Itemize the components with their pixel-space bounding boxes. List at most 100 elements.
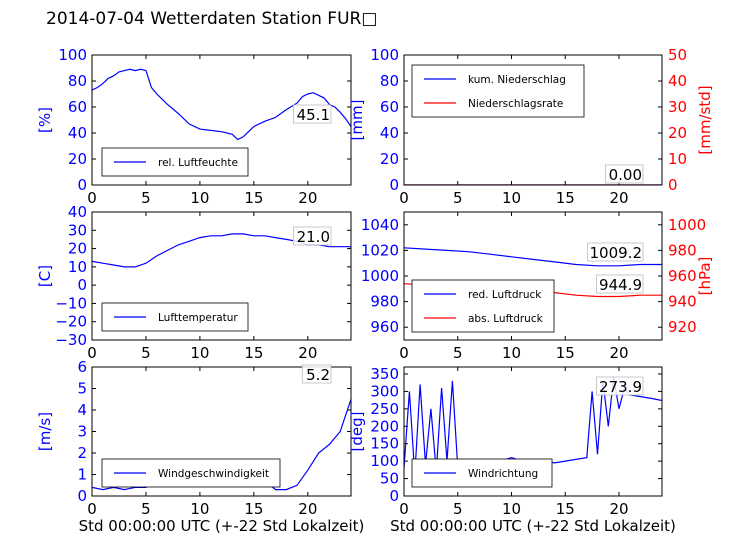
annotation-value: 273.9 — [599, 378, 642, 396]
annotation-box — [301, 364, 332, 384]
y-axis-label: [m/s] — [36, 412, 54, 451]
x-tick-label: 10 — [190, 500, 209, 518]
y-tick-label: 0 — [77, 487, 87, 505]
x-tick-label: 0 — [87, 344, 97, 362]
legend-label: Windrichtung — [468, 468, 538, 480]
annotation-value: 944.9 — [599, 276, 642, 294]
legend: Lufttemperatur — [101, 302, 249, 332]
y-right-tick-label: 40 — [668, 72, 687, 90]
y-tick-label: 20 — [380, 150, 399, 168]
figure-title: 2014-07-04 Wetterdaten Station FUR□ — [46, 9, 378, 29]
y-right-tick-label: 920 — [668, 318, 697, 336]
y-tick-label: 0 — [389, 176, 399, 194]
y-axis-label: [mm] — [348, 100, 366, 141]
plot-frame — [91, 54, 352, 186]
y-tick-label: 100 — [370, 452, 399, 470]
legend-label: kum. Niederschlag — [468, 74, 566, 86]
y-right-tick-label: 0 — [668, 176, 678, 194]
legend: rel. Luftfeuchte — [101, 147, 249, 177]
y-right-tick-label: 50 — [668, 46, 687, 64]
y-tick-label: −20 — [55, 313, 87, 331]
y-tick-label: 6 — [77, 358, 87, 376]
y-tick-label: 300 — [370, 382, 399, 400]
x-tick-label: 0 — [87, 500, 97, 518]
x-tick-label: 5 — [453, 189, 463, 207]
y-tick-label: 150 — [370, 435, 399, 453]
plot-frame — [91, 366, 352, 497]
legend: Windgeschwindigkeit — [101, 458, 281, 488]
legend: kum. Niederschlag Niederschlagsrate — [411, 64, 585, 118]
y-tick-label: 4 — [77, 401, 87, 419]
y-tick-label: 80 — [68, 72, 87, 90]
y-tick-label: 250 — [370, 400, 399, 418]
y-tick-label: 50 — [380, 470, 399, 488]
x-tick-label: 15 — [556, 500, 575, 518]
y-axis-label: [C] — [36, 265, 54, 287]
y-tick-label: 200 — [370, 417, 399, 435]
y-tick-label: 0 — [389, 487, 399, 505]
x-tick-label: 0 — [399, 344, 409, 362]
y-axis-label: [deg] — [348, 412, 366, 452]
x-axis-label: Std 00:00:00 UTC (+-22 Std Lokalzeit) — [79, 517, 365, 535]
legend-label: abs. Luftdruck — [468, 313, 544, 325]
y-tick-label: 1000 — [361, 267, 399, 285]
y-tick-label: 80 — [380, 72, 399, 90]
x-tick-label: 10 — [502, 189, 521, 207]
x-tick-label: 10 — [502, 344, 521, 362]
plot-frame — [403, 54, 663, 186]
y-right-tick-label: 980 — [668, 241, 697, 259]
y-tick-label: 1020 — [361, 241, 399, 259]
plot-frame — [403, 366, 663, 497]
y-tick-label: 0 — [77, 176, 87, 194]
annotation-value: 21.0 — [297, 228, 330, 246]
annotation-box — [292, 104, 332, 124]
series-line — [404, 247, 662, 267]
y-tick-label: 980 — [370, 293, 399, 311]
x-tick-label: 15 — [556, 189, 575, 207]
x-tick-label: 15 — [556, 344, 575, 362]
x-tick-label: 5 — [141, 344, 151, 362]
y-right-tick-label: 20 — [668, 124, 687, 142]
y-tick-label: 40 — [68, 203, 87, 221]
y-right-axis-label: [mm/std] — [696, 85, 714, 154]
x-tick-label: 20 — [298, 500, 317, 518]
y-tick-label: 3 — [77, 423, 87, 441]
y-right-tick-label: 10 — [668, 150, 687, 168]
chart-middle-left: 0 5 10 15 20−30−20−10010203040[C]Lufttempera… — [36, 203, 352, 362]
chart-top-right: 0 5 10 15 20 0 20 40 60 80 100 0 10 20 30 40 50 [mm] [mm/s… — [348, 46, 714, 207]
x-tick-label: 0 — [87, 189, 97, 207]
series-line — [92, 68, 351, 141]
x-tick-label: 20 — [609, 189, 628, 207]
annotation-value: 1009.2 — [590, 244, 643, 262]
y-tick-label: 1040 — [361, 216, 399, 234]
x-tick-label: 5 — [453, 500, 463, 518]
x-tick-label: 5 — [141, 189, 151, 207]
y-right-tick-label: 960 — [668, 267, 697, 285]
x-tick-label: 10 — [190, 344, 209, 362]
annotation-box — [605, 164, 644, 184]
y-tick-label: 100 — [370, 46, 399, 64]
legend: red. Luftdruck abs. Luftdruck — [411, 279, 555, 333]
legend-box — [411, 64, 585, 118]
annotation-box — [587, 242, 644, 262]
legend-label: red. Luftdruck — [468, 289, 542, 301]
x-tick-label: 5 — [141, 500, 151, 518]
annotation-value: 45.1 — [297, 106, 330, 124]
y-tick-label: 20 — [68, 240, 87, 258]
x-tick-label: 20 — [298, 344, 317, 362]
annotation-value: 5.2 — [306, 366, 330, 384]
x-tick-label: 20 — [298, 189, 317, 207]
x-tick-label: 15 — [244, 500, 263, 518]
y-tick-label: 40 — [380, 124, 399, 142]
plot-frame — [403, 211, 663, 341]
plot-frame — [91, 211, 352, 341]
y-axis-label: [%] — [36, 107, 54, 133]
y-tick-label: 350 — [370, 365, 399, 383]
x-axis-label: Std 00:00:00 UTC (+-22 Std Lokalzeit) — [390, 517, 676, 535]
y-tick-label: 100 — [58, 46, 87, 64]
y-right-tick-label: 940 — [668, 293, 697, 311]
y-right-tick-label: 1000 — [668, 216, 706, 234]
y-tick-label: 5 — [77, 380, 87, 398]
